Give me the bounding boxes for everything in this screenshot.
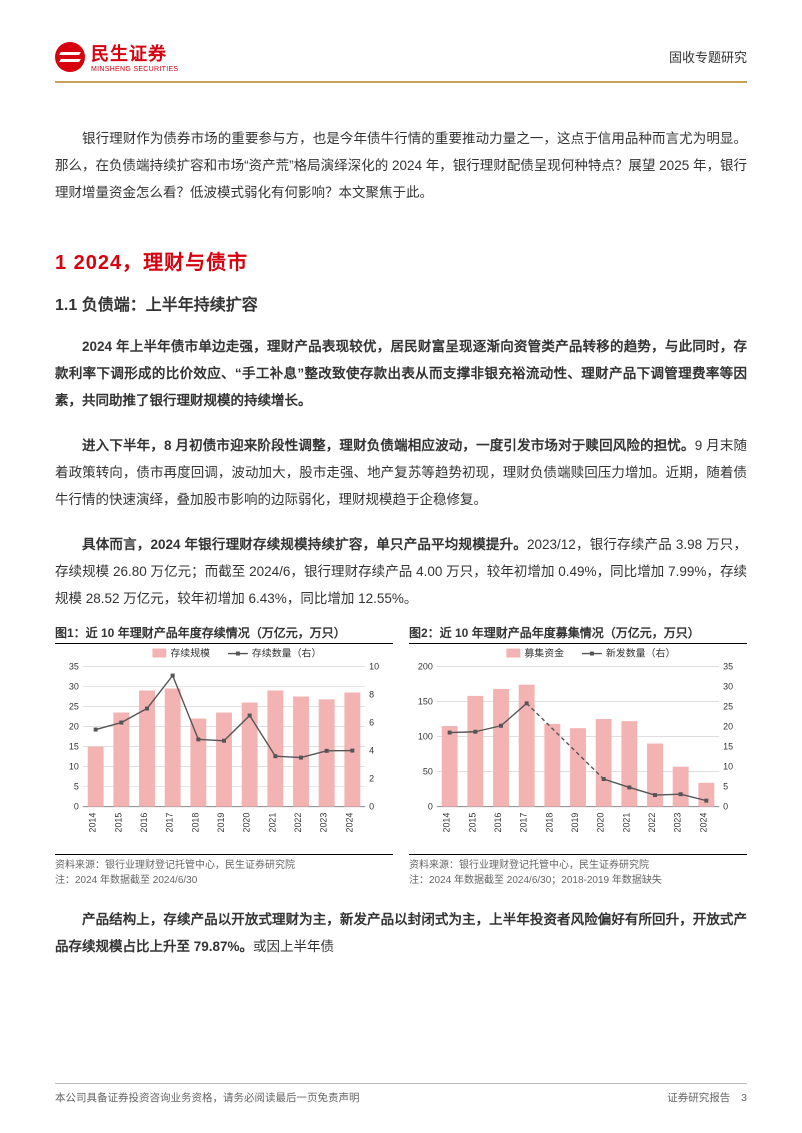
chart-2-source-line: 资料来源：银行业理财登记托管中心，民生证券研究院: [409, 858, 747, 873]
svg-text:5: 5: [723, 782, 728, 792]
report-category: 固收专题研究: [669, 47, 747, 66]
svg-text:2024: 2024: [698, 813, 708, 833]
svg-text:35: 35: [69, 661, 79, 671]
chart-1-source: 资料来源：银行业理财登记托管中心，民生证券研究院 注：2024 年数据截至 20…: [55, 854, 393, 888]
svg-text:5: 5: [74, 782, 79, 792]
paragraph-2: 进入下半年，8 月初债市迎来阶段性调整，理财负债端相应波动，一度引发市场对于赎回…: [55, 432, 747, 513]
svg-text:0: 0: [369, 802, 374, 812]
section-heading-1: 1 2024，理财与债市: [55, 246, 747, 275]
svg-text:2: 2: [369, 774, 374, 784]
footer-report-label: 证券研究报告: [667, 1092, 730, 1104]
svg-text:2018: 2018: [190, 813, 200, 833]
page-footer: 本公司具备证券投资咨询业务资格，请务必阅读最后一页免责声明 证券研究报告 3: [55, 1083, 747, 1105]
svg-text:15: 15: [723, 742, 733, 752]
svg-text:30: 30: [723, 681, 733, 691]
svg-text:2020: 2020: [596, 813, 606, 833]
chart-2-svg: 0 50 100 150 200 0 5 10 15 20 25 30 35 2014 2015 2016 20…: [409, 644, 747, 854]
intro-paragraph: 银行理财作为债券市场的重要参与方，也是今年债牛行情的重要推动力量之一，这点于信用…: [55, 125, 747, 206]
svg-text:2016: 2016: [139, 813, 149, 833]
chart-2-block: 图2：近 10 年理财产品年度募集情况（万亿元，万只） 050100150200…: [409, 624, 747, 888]
svg-text:15: 15: [69, 742, 79, 752]
svg-text:100: 100: [418, 732, 433, 742]
paragraph-1: 2024 年上半年债市单边走强，理财产品表现较优，居民财富呈现逐渐向资管类产品转…: [55, 333, 747, 414]
chart-1-svg: 0 5 10 15 20 25 30 35 0 2 4 6 8 10 2014 2015 2016 2017 201…: [55, 644, 393, 854]
svg-text:2017: 2017: [165, 813, 175, 833]
svg-text:8: 8: [369, 689, 374, 699]
section-heading-1-1: 1.1 负债端：上半年持续扩容: [55, 291, 747, 315]
svg-text:2022: 2022: [293, 813, 303, 833]
svg-text:新发数量（右）: 新发数量（右）: [606, 647, 676, 660]
paragraph-3-bold: 具体而言，2024 年银行理财存续规模持续扩容，单只产品平均规模提升。: [82, 537, 527, 552]
svg-text:30: 30: [69, 681, 79, 691]
svg-text:2021: 2021: [621, 813, 631, 833]
svg-text:2019: 2019: [570, 813, 580, 833]
svg-text:10: 10: [723, 762, 733, 772]
paragraph-1-bold: 2024 年上半年债市单边走强，理财产品表现较优，居民财富呈现逐渐向资管类产品转…: [55, 339, 747, 408]
paragraph-3: 具体而言，2024 年银行理财存续规模持续扩容，单只产品平均规模提升。2023/…: [55, 531, 747, 612]
paragraph-4-bold: 产品结构上，存续产品以开放式理财为主，新发产品以封闭式为主，上半年投资者风险偏好…: [55, 912, 747, 954]
svg-text:25: 25: [723, 702, 733, 712]
svg-text:2015: 2015: [113, 813, 123, 833]
svg-text:2024: 2024: [344, 813, 354, 833]
svg-text:2021: 2021: [267, 813, 277, 833]
chart-1-block: 图1：近 10 年理财产品年度存续情况（万亿元，万只） 051015202530…: [55, 624, 393, 888]
chart-2-source: 资料来源：银行业理财登记托管中心，民生证券研究院 注：2024 年数据截至 20…: [409, 854, 747, 888]
svg-text:50: 50: [423, 767, 433, 777]
chart-2-title: 图2：近 10 年理财产品年度募集情况（万亿元，万只）: [409, 624, 747, 644]
svg-text:150: 150: [418, 696, 433, 706]
svg-text:2014: 2014: [88, 813, 98, 833]
svg-text:25: 25: [69, 702, 79, 712]
svg-text:2016: 2016: [493, 813, 503, 833]
chart-1-note: 注：2024 年数据截至 2024/6/30: [55, 873, 393, 888]
svg-text:2015: 2015: [467, 813, 477, 833]
svg-text:20: 20: [69, 722, 79, 732]
page-number: 3: [741, 1092, 747, 1104]
svg-text:2022: 2022: [647, 813, 657, 833]
svg-text:存续规模: 存续规模: [170, 647, 210, 660]
svg-text:2018: 2018: [544, 813, 554, 833]
brand-name-en: MINSHENG SECURITIES: [91, 66, 178, 73]
svg-text:募集资金: 募集资金: [524, 647, 564, 660]
svg-text:200: 200: [418, 661, 433, 671]
brand-name-cn: 民生证券: [91, 40, 178, 66]
svg-text:6: 6: [369, 718, 374, 728]
paragraph-2-bold: 进入下半年，8 月初债市迎来阶段性调整，理财负债端相应波动，一度引发市场对于赎回…: [82, 438, 695, 453]
charts-row: 图1：近 10 年理财产品年度存续情况（万亿元，万只） 051015202530…: [55, 624, 747, 888]
svg-text:4: 4: [369, 746, 374, 756]
svg-text:2023: 2023: [319, 813, 329, 833]
svg-text:2020: 2020: [242, 813, 252, 833]
svg-text:35: 35: [723, 661, 733, 671]
logo-icon: [55, 42, 85, 72]
page-header: 民生证券 MINSHENG SECURITIES 固收专题研究: [55, 40, 747, 83]
svg-text:0: 0: [723, 802, 728, 812]
svg-text:2017: 2017: [519, 813, 529, 833]
svg-text:2023: 2023: [673, 813, 683, 833]
svg-text:20: 20: [723, 722, 733, 732]
chart-1-title: 图1：近 10 年理财产品年度存续情况（万亿元，万只）: [55, 624, 393, 644]
svg-text:2019: 2019: [216, 813, 226, 833]
svg-text:0: 0: [74, 802, 79, 812]
svg-text:10: 10: [369, 661, 379, 671]
paragraph-4-rest: 或因上半年债: [253, 939, 334, 954]
chart-2-note: 注：2024 年数据截至 2024/6/30；2018-2019 年数据缺失: [409, 873, 747, 888]
svg-text:0: 0: [428, 802, 433, 812]
svg-text:2014: 2014: [442, 813, 452, 833]
brand-logo: 民生证券 MINSHENG SECURITIES: [55, 40, 178, 73]
chart-1-source-line: 资料来源：银行业理财登记托管中心，民生证券研究院: [55, 858, 393, 873]
svg-text:10: 10: [69, 762, 79, 772]
svg-text:存续数量（右）: 存续数量（右）: [252, 647, 322, 660]
footer-disclaimer: 本公司具备证券投资咨询业务资格，请务必阅读最后一页免责声明: [55, 1090, 360, 1105]
paragraph-4: 产品结构上，存续产品以开放式理财为主，新发产品以封闭式为主，上半年投资者风险偏好…: [55, 906, 747, 960]
